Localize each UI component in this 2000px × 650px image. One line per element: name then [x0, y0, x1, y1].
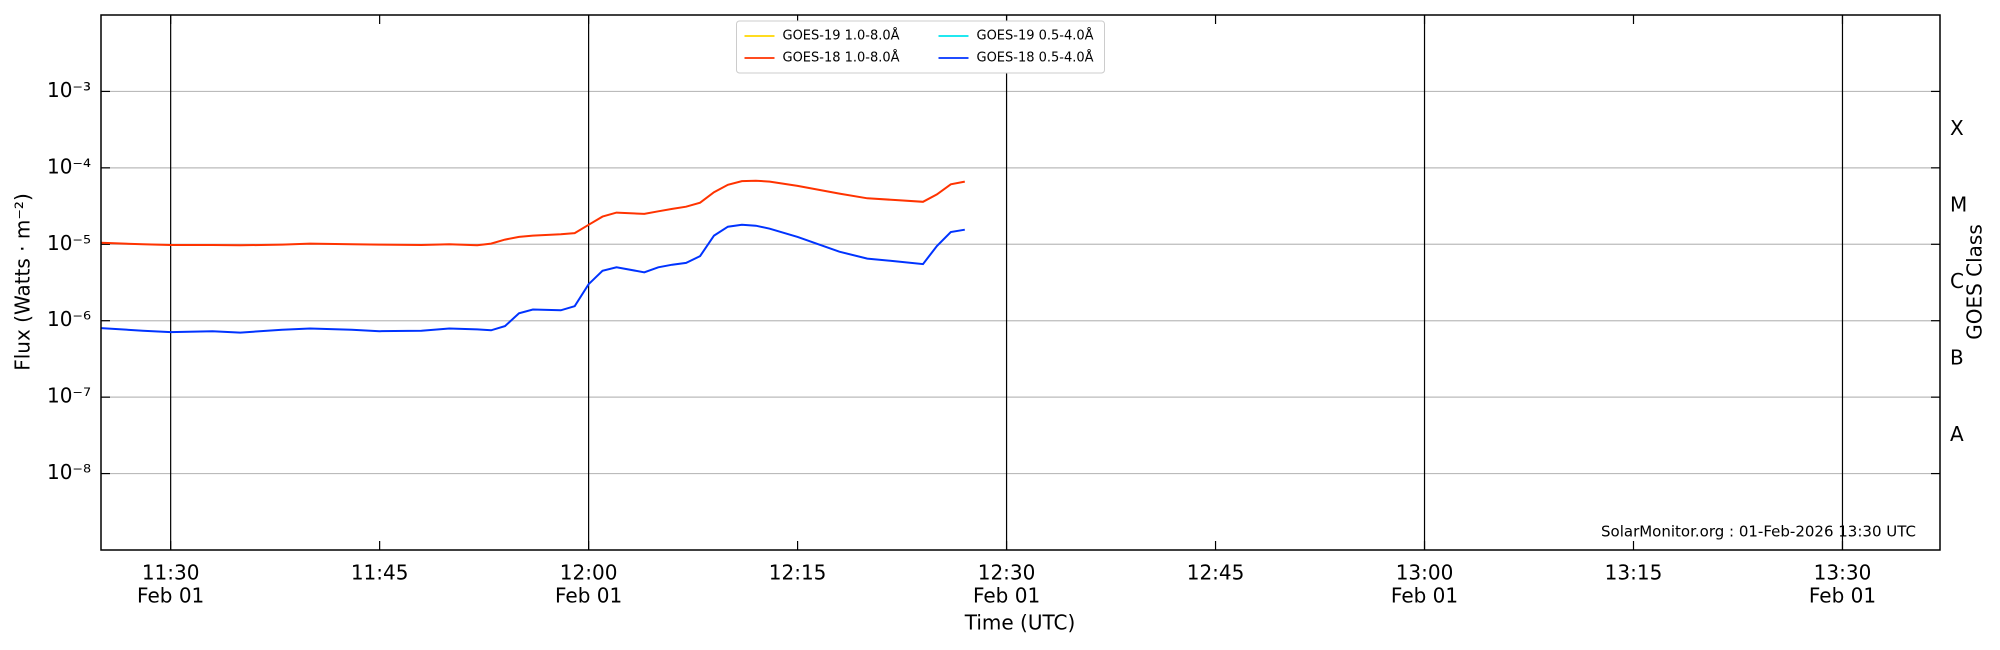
legend-label: GOES-19 0.5-4.0Å [977, 28, 1094, 44]
y-tick-label: 10⁻⁷ [47, 384, 91, 408]
x-tick-date-label: Feb 01 [1809, 584, 1876, 608]
series-line [100, 179, 965, 247]
x-tick-label: 13:00 [1396, 561, 1454, 585]
y-tick-label: 10⁻⁸ [47, 460, 91, 484]
class-label: C [1950, 269, 1964, 293]
legend-label: GOES-18 0.5-4.0Å [977, 50, 1094, 66]
y-tick-label: 10⁻⁵ [47, 231, 91, 255]
series-line [100, 223, 965, 334]
x-tick-date-label: Feb 01 [137, 584, 204, 608]
x-tick-label: 12:15 [769, 561, 827, 585]
x-tick-label: 12:45 [1187, 561, 1245, 585]
class-label: A [1950, 422, 1964, 446]
x-tick-label: 13:15 [1605, 561, 1663, 585]
legend: GOES-19 1.0-8.0Å GOES-18 1.0-8.0Å GOES-19 … [736, 20, 1105, 74]
plot-frame [100, 14, 1941, 551]
y-tick-label: 10⁻⁴ [47, 154, 91, 178]
y2-axis-label: GOES Class [1963, 224, 1987, 340]
x-tick-label: 12:00 [560, 561, 618, 585]
legend-box [736, 20, 1105, 74]
x-tick-date-label: Feb 01 [973, 584, 1040, 608]
x-tick-label: 13:30 [1814, 561, 1872, 585]
x-tick-date-label: Feb 01 [555, 584, 622, 608]
y-tick-label: 10⁻⁶ [47, 307, 91, 331]
annotation: SolarMonitor.org : 01-Feb-2026 13:30 UTC [1601, 523, 1916, 541]
class-label: M [1950, 193, 1967, 217]
x-tick-date-label: Feb 01 [1391, 584, 1458, 608]
y-tick-label: 10⁻³ [47, 78, 91, 102]
y-axis-label: Flux (Watts · m⁻²) [11, 193, 35, 371]
x-axis-label: Time (UTC) [964, 611, 1076, 635]
x-tick-label: 11:30 [142, 561, 200, 585]
legend-label: GOES-19 1.0-8.0Å [783, 28, 900, 44]
class-label: B [1950, 345, 1964, 369]
legend-label: GOES-18 1.0-8.0Å [783, 50, 900, 66]
class-label: X [1950, 116, 1964, 140]
x-tick-label: 12:30 [978, 561, 1036, 585]
x-tick-label: 11:45 [351, 561, 409, 585]
